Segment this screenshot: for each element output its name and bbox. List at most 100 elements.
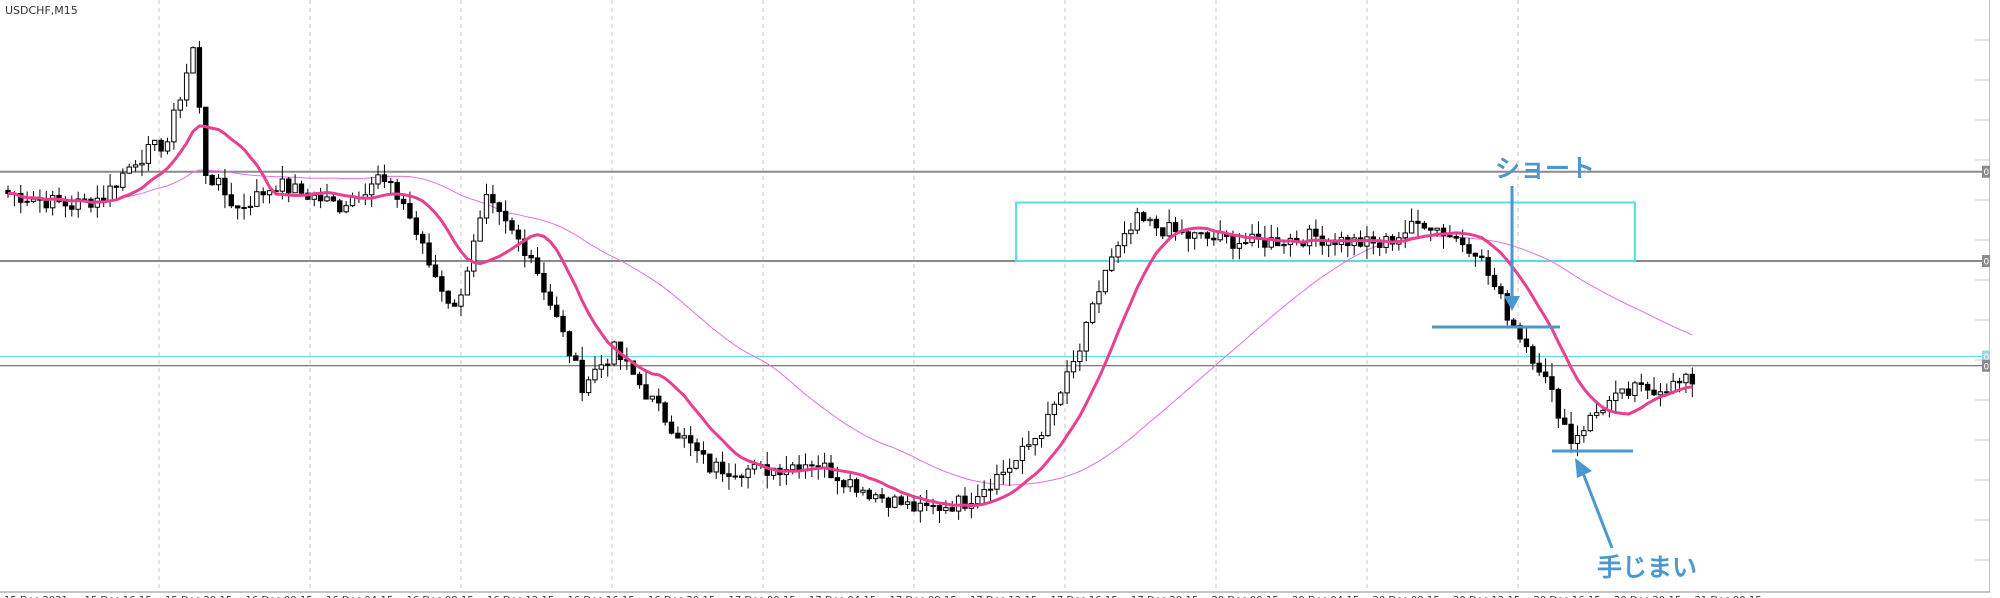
range-box[interactable] [1015, 201, 1636, 263]
candle [69, 195, 75, 217]
candle [687, 426, 694, 457]
candle [113, 184, 120, 200]
candle [139, 149, 145, 177]
time-axis-label: 17 Dec 12:15 [970, 595, 1037, 598]
candle [1083, 321, 1089, 362]
price-tag: 0 [1982, 350, 1990, 363]
candle [477, 210, 483, 242]
time-axis-label: 15 Dec 16:15 [85, 595, 152, 598]
candle [598, 354, 605, 379]
candle [502, 200, 509, 234]
time-axis-label: 15 Dec 20:15 [165, 595, 232, 598]
candle [936, 503, 943, 524]
time-axis-label: 21 Dec 00:15 [1695, 595, 1762, 598]
candle [605, 358, 611, 377]
candle [1160, 227, 1166, 240]
time-axis-label: 17 Dec 04:15 [809, 595, 876, 598]
time-axis-label: 17 Dec 00:15 [729, 595, 796, 598]
candle [1013, 460, 1019, 470]
candle [234, 205, 241, 220]
candle [656, 388, 662, 412]
candle [1523, 325, 1530, 353]
exit-arrow [1581, 472, 1614, 549]
time-axis-label: 20 Dec 12:15 [1453, 595, 1520, 598]
time-axis-label: 20 Dec 00:15 [1212, 595, 1279, 598]
candle [260, 187, 266, 204]
candle [898, 494, 904, 506]
candle [1064, 360, 1070, 405]
candle [381, 164, 388, 188]
candle [1549, 363, 1555, 403]
candle [420, 231, 426, 254]
candle [694, 438, 700, 463]
candle [190, 46, 196, 74]
candle [266, 189, 273, 204]
candle [126, 163, 132, 174]
candle [879, 487, 885, 503]
candle [841, 479, 847, 494]
candle [1479, 249, 1485, 261]
candle [994, 464, 1000, 495]
candle [534, 246, 541, 276]
candle [1140, 210, 1147, 223]
candle [1153, 215, 1160, 236]
candle [1472, 252, 1479, 267]
candle [496, 201, 502, 225]
candle [1058, 391, 1064, 406]
candle [892, 494, 898, 509]
candle [1166, 209, 1172, 241]
candle [541, 262, 547, 300]
candle [1536, 353, 1542, 376]
horizontal-levels[interactable] [0, 170, 1990, 367]
candle [1644, 381, 1651, 400]
candle [215, 174, 222, 191]
time-axis-label: 17 Dec 08:15 [890, 595, 957, 598]
candle [1619, 388, 1625, 399]
candle [1421, 220, 1428, 230]
candle [1408, 208, 1415, 234]
candle [1204, 231, 1211, 247]
candle [490, 184, 496, 214]
candle [1491, 267, 1498, 290]
candle [585, 376, 592, 396]
candle [592, 356, 598, 384]
candle [203, 106, 209, 185]
candle [1185, 229, 1191, 252]
candle [132, 160, 139, 172]
candle [643, 370, 649, 400]
candle [668, 415, 675, 435]
candle [662, 401, 668, 426]
exit-annotation[interactable]: 手じまい [1552, 449, 1697, 582]
candle [388, 178, 394, 194]
time-axis-label: 20 Dec 08:15 [1373, 595, 1440, 598]
candle [298, 180, 305, 195]
candle [1313, 219, 1319, 247]
candle [1651, 377, 1657, 397]
svg-text:0: 0 [1984, 168, 1990, 178]
candle [1632, 380, 1638, 403]
candle [1051, 401, 1058, 426]
candle [1006, 458, 1013, 486]
candle [1032, 437, 1038, 456]
time-axis-label: 16 Dec 08:15 [407, 595, 474, 598]
fast-moving-average-line [7, 124, 1693, 508]
candle [254, 179, 260, 207]
time-axis-label: 15 Dec 2021 [4, 595, 68, 598]
candle [1026, 431, 1032, 451]
candle [1510, 318, 1517, 326]
candle [1134, 207, 1140, 235]
candle [1638, 373, 1644, 392]
candle [120, 168, 126, 191]
candle [847, 473, 853, 493]
candle [560, 310, 566, 337]
candle [853, 477, 860, 498]
candle [458, 288, 464, 317]
candle [209, 174, 215, 186]
candle [164, 137, 171, 155]
short-entry-annotation[interactable]: ショート [1432, 154, 1595, 329]
candle [1402, 219, 1408, 248]
candle [509, 217, 515, 235]
candle [573, 352, 579, 361]
